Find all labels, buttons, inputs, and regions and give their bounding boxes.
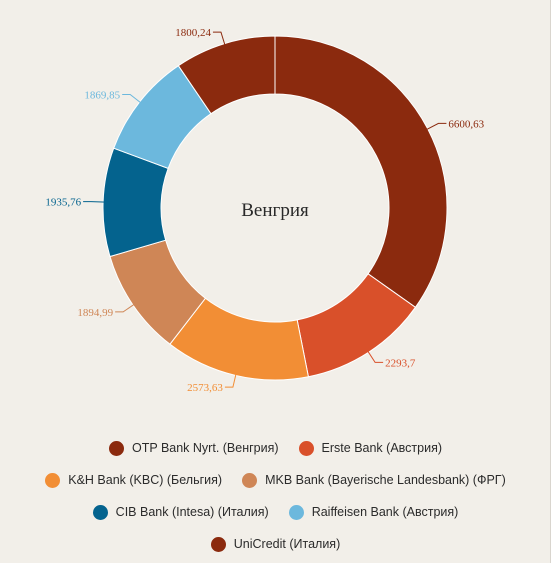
legend-label: OTP Bank Nyrt. (Венгрия) [132,441,279,455]
data-label-mkb-bank-bayerische-landesbank: 1894,99 [77,307,113,319]
legend-item-k-h-bank-kbc[interactable]: K&H Bank (KBC) (Бельгия) [45,472,223,488]
legend-row: K&H Bank (KBC) (Бельгия) MKB Bank (Bayeri… [0,464,551,496]
leader-line-erste-bank [366,349,384,363]
legend-item-otp-bank-nyrt[interactable]: OTP Bank Nyrt. (Венгрия) [109,440,279,456]
legend-item-raiffeisen-bank[interactable]: Raiffeisen Bank (Австрия) [288,504,459,520]
slice-otp-bank-nyrt[interactable] [274,35,448,309]
legend-swatch [92,504,108,520]
legend-swatch [210,536,226,552]
legend-swatch [288,504,304,520]
leader-line-unicredit [212,31,226,47]
legend-swatch [45,472,61,488]
legend-item-erste-bank[interactable]: Erste Bank (Австрия) [298,440,442,456]
legend-swatch [109,440,124,456]
legend-item-unicredit[interactable]: UniCredit (Италия) [210,536,341,552]
chart-title: Венгрия [241,200,309,221]
data-label-unicredit: 1800,24 [175,27,211,39]
legend-label: Raiffeisen Bank (Австрия) [311,505,459,519]
data-label-raiffeisen-bank: 1869,85 [84,89,120,101]
leader-line-k-h-bank-kbc [224,372,237,388]
leader-line-otp-bank-nyrt [424,122,447,131]
data-label-otp-bank-nyrt: 6600,63 [448,118,484,130]
legend-row: OTP Bank Nyrt. (Венгрия) Erste Bank (Авст… [0,432,551,464]
slice-unicredit[interactable] [177,35,276,115]
data-label-erste-bank: 2293,7 [385,357,416,369]
legend-label: CIB Bank (Intesa) (Италия) [115,505,269,519]
legend-item-mkb-bank-bayerische-landesbank[interactable]: MKB Bank (Bayerische Landesbank) (ФРГ) [242,472,506,488]
donut-chart: 6600,63 2293,7 2573,63 1894,99 1935,76 1869,8… [45,27,484,394]
data-label-cib-bank-intesa: 1935,76 [45,197,81,209]
legend-label: Erste Bank (Австрия) [321,441,442,455]
legend-swatch [242,472,258,488]
legend-label: MKB Bank (Bayerische Landesbank) (ФРГ) [265,473,506,487]
legend-label: K&H Bank (KBC) (Бельгия) [68,473,223,487]
legend-row: CIB Bank (Intesa) (Италия) Raiffeisen Ban… [0,496,551,528]
legend-swatch [298,440,314,456]
legend-row: UniCredit (Италия) [0,528,551,560]
leader-line-raiffeisen-bank [122,93,143,105]
legend: OTP Bank Nyrt. (Венгрия) Erste Bank (Авст… [0,432,551,560]
legend-label: UniCredit (Италия) [233,537,341,551]
leader-line-mkb-bank-bayerische-landesbank [115,303,136,313]
legend-item-cib-bank-intesa[interactable]: CIB Bank (Intesa) (Италия) [92,504,269,520]
leader-line-cib-bank-intesa [83,201,107,203]
data-label-k-h-bank-kbc: 2573,63 [187,382,223,394]
